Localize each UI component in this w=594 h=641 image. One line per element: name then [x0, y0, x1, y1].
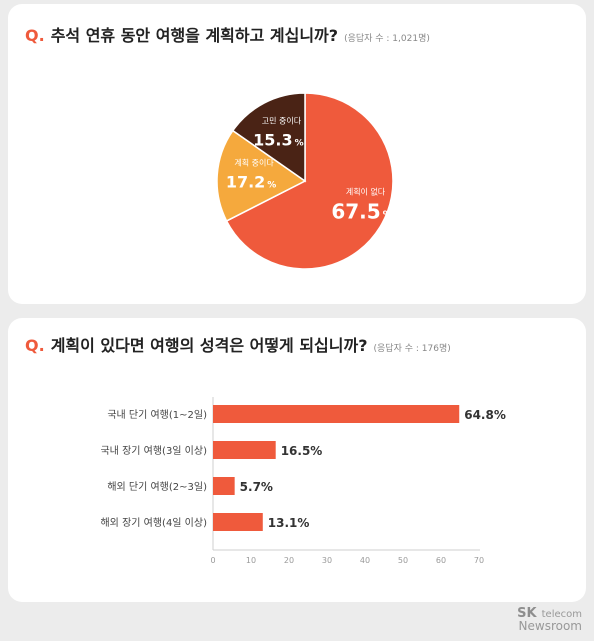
bar-value-label: 16.5%: [281, 444, 323, 458]
pie-chart-card: Q. 추석 연휴 동안 여행을 계획하고 계십니까? (응답자 수 : 1,021명…: [8, 4, 586, 304]
bar-chart: 0 10 20 30 40 50 60 70 국내 단기 여행(1~2일) 64.8% 국내 장기 …: [100, 397, 506, 565]
x-tick-label: 70: [474, 556, 484, 565]
category-label: 해외 단기 여행(2~3일): [107, 480, 207, 493]
category-label: 국내 단기 여행(1~2일): [107, 409, 207, 421]
pie-slice: [225, 92, 394, 270]
logo-newsroom: Newsroom: [518, 619, 582, 634]
bar: [213, 405, 460, 423]
sk-telecom-logo: SK telecom Newsroom: [517, 604, 582, 633]
bar: [213, 477, 235, 495]
pie-slice-value: 67.5%: [331, 199, 393, 223]
pie-slice-value: 15.3%: [253, 131, 304, 150]
bar: [213, 441, 276, 459]
x-tick-label: 10: [246, 556, 256, 565]
bar: [213, 513, 263, 531]
x-tick-label: 60: [436, 556, 446, 565]
bar-chart-card: Q. 계획이 있다면 여행의 성격은 어떻게 되십니까? (응답자 수 : 176명…: [8, 318, 586, 602]
pie-respondents: (응답자 수 : 1,021명): [344, 34, 430, 44]
pie-chart: 계획이 없다 67.5 % 계획 중이다 17.2 % 고민 중이다 15.3%: [216, 92, 394, 270]
bar-question-title: Q. 계획이 있다면 여행의 성격은 어떻게 되십니까? (응답자 수 : 176명…: [25, 332, 451, 356]
pie-slice-label: 계획 중이다: [234, 157, 274, 167]
category-label: 국내 장기 여행(3일 이상): [100, 445, 207, 457]
pie-question-title: Q. 추석 연휴 동안 여행을 계획하고 계십니까? (응답자 수 : 1,021명…: [25, 22, 430, 46]
x-tick-label: 0: [210, 556, 215, 565]
bar-value-label: 13.1%: [268, 516, 310, 530]
bar-value-label: 64.8%: [464, 408, 506, 422]
bar-respondents: (응답자 수 : 176명): [373, 344, 451, 354]
logo-brand-sub: telecom: [541, 608, 582, 620]
bar-value-label: 5.7%: [240, 480, 273, 494]
question-mark: Q.: [25, 26, 45, 45]
pie-question-text: 추석 연휴 동안 여행을 계획하고 계십니까?: [50, 26, 339, 45]
pie-slice: [216, 129, 307, 222]
x-tick-label: 30: [322, 556, 332, 565]
category-label: 해외 장기 여행(4일 이상): [100, 516, 207, 529]
question-mark: Q.: [25, 336, 45, 355]
pie-slice-value: 17.2%: [226, 172, 277, 191]
pie-slice-label: 계획이 없다: [346, 186, 386, 196]
x-tick-label: 50: [398, 556, 408, 565]
pie-slice-label: 고민 중이다: [262, 116, 302, 126]
logo-brand: SK: [517, 605, 537, 621]
x-tick-label: 20: [284, 556, 294, 565]
x-tick-label: 40: [360, 556, 370, 565]
pie-slice: [231, 92, 306, 183]
bar-question-text: 계획이 있다면 여행의 성격은 어떻게 되십니까?: [50, 336, 368, 355]
